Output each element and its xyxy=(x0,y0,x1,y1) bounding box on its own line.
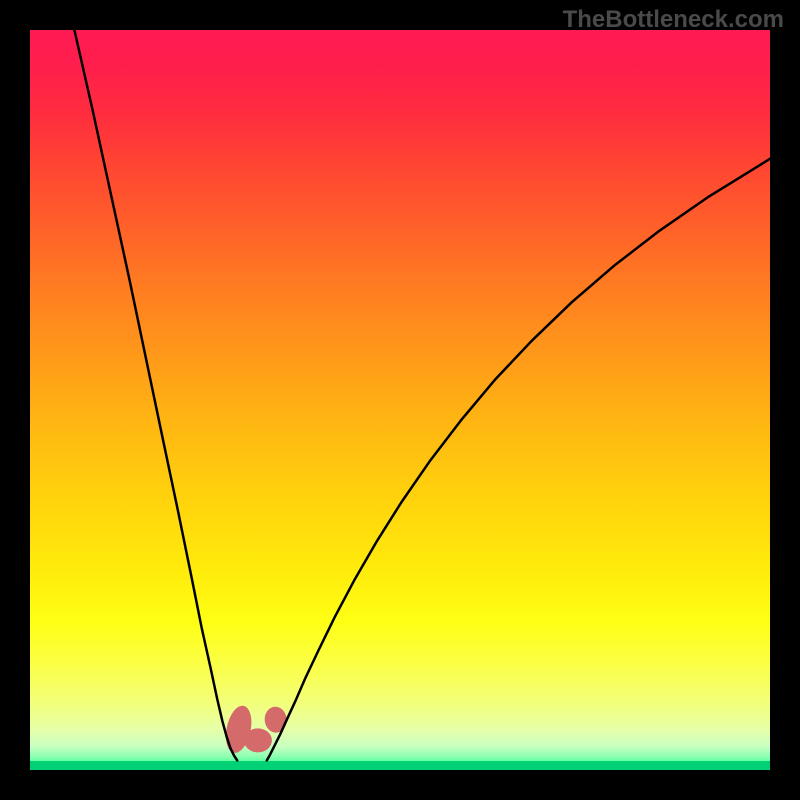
right-curve xyxy=(267,159,770,761)
watermark-text: TheBottleneck.com xyxy=(563,6,784,34)
bottleneck-curves xyxy=(30,30,770,770)
marker-blob xyxy=(264,706,288,734)
marker-blob xyxy=(244,728,272,752)
plot-area xyxy=(30,30,770,770)
left-curve xyxy=(74,30,237,760)
